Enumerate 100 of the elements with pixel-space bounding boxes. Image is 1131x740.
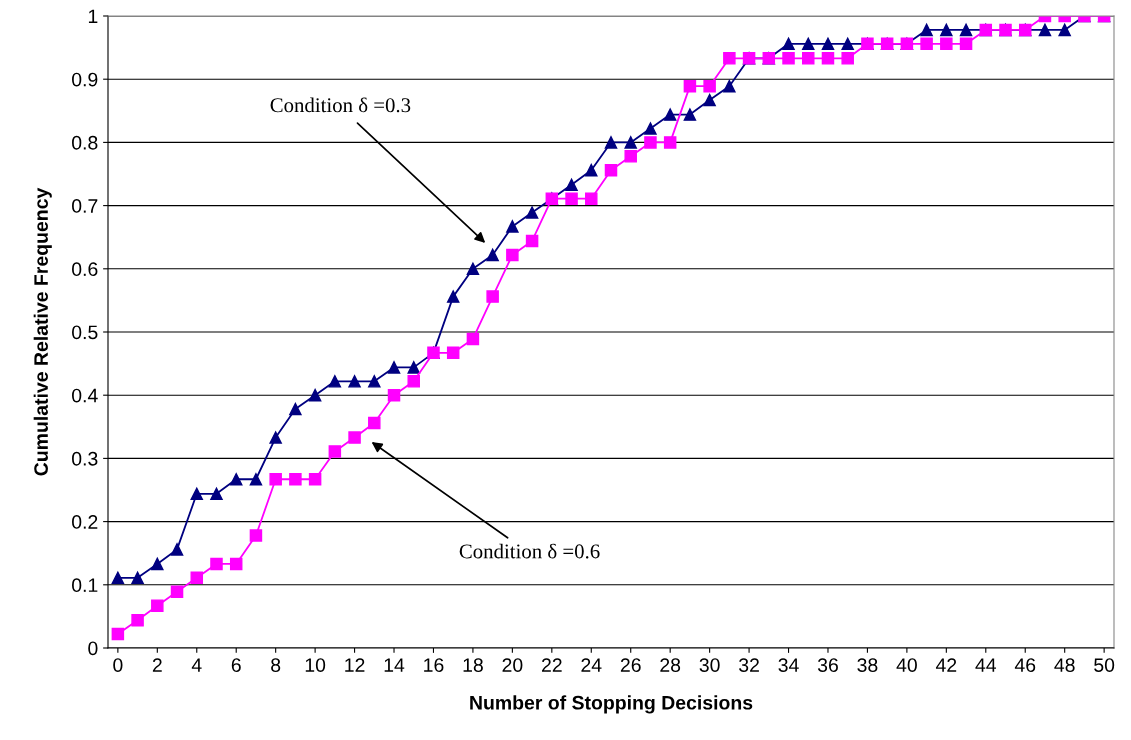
point xyxy=(940,37,953,51)
point xyxy=(703,93,716,107)
x-tick-label: 42 xyxy=(935,658,957,672)
point xyxy=(525,234,539,248)
y-tick-label: 0.5 xyxy=(72,325,98,340)
point xyxy=(446,346,460,360)
x-axis-title: Number of Stopping Decisions xyxy=(470,695,753,714)
point xyxy=(407,361,420,374)
annotation: Condition δ =0.6 xyxy=(459,543,600,559)
point xyxy=(604,136,618,149)
point xyxy=(663,108,677,121)
point xyxy=(802,52,815,65)
point xyxy=(624,136,637,149)
x-tick-label: 6 xyxy=(231,658,241,672)
point xyxy=(328,375,342,388)
x-tick-label: 38 xyxy=(857,658,878,672)
x-tick-label: 24 xyxy=(581,658,602,672)
point xyxy=(920,23,933,37)
point xyxy=(210,557,223,571)
y-tick-label: 0 xyxy=(88,641,98,656)
point xyxy=(782,37,795,51)
point xyxy=(723,52,736,65)
annotation: Condition δ =0.3 xyxy=(270,97,411,113)
point xyxy=(624,150,637,163)
point xyxy=(802,37,815,51)
point xyxy=(249,529,263,542)
point xyxy=(151,557,164,571)
x-tick-label: 10 xyxy=(305,658,326,672)
point xyxy=(723,79,736,93)
point xyxy=(565,192,578,205)
x-tick-label: 2 xyxy=(152,658,162,672)
point xyxy=(466,332,480,346)
point xyxy=(229,557,243,571)
x-tick-label: 28 xyxy=(660,658,681,672)
point xyxy=(131,571,144,585)
point xyxy=(190,571,204,585)
x-tick-label: 50 xyxy=(1094,658,1115,672)
point xyxy=(821,52,835,65)
y-axis-title: Cumulative Relative Frequency xyxy=(33,187,52,476)
x-tick-label: 32 xyxy=(739,658,759,672)
point xyxy=(644,136,657,149)
point xyxy=(446,290,460,303)
x-tick-label: 4 xyxy=(191,658,202,672)
point xyxy=(289,473,302,486)
point xyxy=(170,585,184,599)
point xyxy=(249,473,263,486)
y-tick-label: 1 xyxy=(88,9,98,24)
y-tick-label: 0.7 xyxy=(72,199,98,213)
point xyxy=(525,206,539,219)
point xyxy=(269,473,282,486)
point xyxy=(841,52,854,65)
x-tick-label: 26 xyxy=(620,658,641,672)
point xyxy=(506,248,519,262)
x-tick-label: 22 xyxy=(541,658,562,672)
point xyxy=(269,431,282,444)
x-tick-label: 48 xyxy=(1054,658,1075,672)
point xyxy=(131,613,144,627)
x-tick-label: 44 xyxy=(975,658,997,672)
x-tick-label: 18 xyxy=(463,658,483,672)
point xyxy=(959,23,973,37)
point xyxy=(486,290,499,303)
point xyxy=(821,37,835,51)
point xyxy=(387,361,401,374)
point xyxy=(644,122,657,135)
x-tick-label: 30 xyxy=(699,658,720,672)
point xyxy=(190,487,204,501)
point xyxy=(663,136,677,149)
x-tick-label: 12 xyxy=(345,658,365,672)
x-tick-label: 8 xyxy=(271,658,281,672)
x-tick-label: 0 xyxy=(113,658,123,672)
y-tick-label: 0.6 xyxy=(72,262,98,277)
point xyxy=(111,627,125,641)
point xyxy=(959,37,973,51)
x-tick-label: 34 xyxy=(778,658,799,672)
x-tick-label: 20 xyxy=(502,658,523,672)
point xyxy=(348,375,361,388)
point xyxy=(308,473,322,486)
y-tick-label: 0.9 xyxy=(72,72,98,87)
point xyxy=(387,388,401,402)
x-tick-label: 16 xyxy=(424,658,444,672)
y-tick-label: 0.1 xyxy=(72,578,98,593)
point xyxy=(920,37,933,51)
point xyxy=(683,108,697,121)
point xyxy=(368,416,381,430)
x-tick-label: 14 xyxy=(384,658,405,672)
y-tick-label: 0.3 xyxy=(72,451,98,466)
point xyxy=(604,163,618,177)
point xyxy=(210,487,223,501)
point xyxy=(308,388,322,402)
x-tick-label: 36 xyxy=(817,658,838,672)
point xyxy=(466,262,480,276)
x-tick-label: 46 xyxy=(1014,658,1036,672)
point xyxy=(368,375,381,388)
y-tick-label: 0.8 xyxy=(72,135,98,150)
point xyxy=(170,543,184,556)
point xyxy=(585,192,598,205)
x-tick-label: 40 xyxy=(896,658,917,672)
point xyxy=(1058,23,1071,37)
point xyxy=(506,220,519,233)
point xyxy=(585,163,598,177)
